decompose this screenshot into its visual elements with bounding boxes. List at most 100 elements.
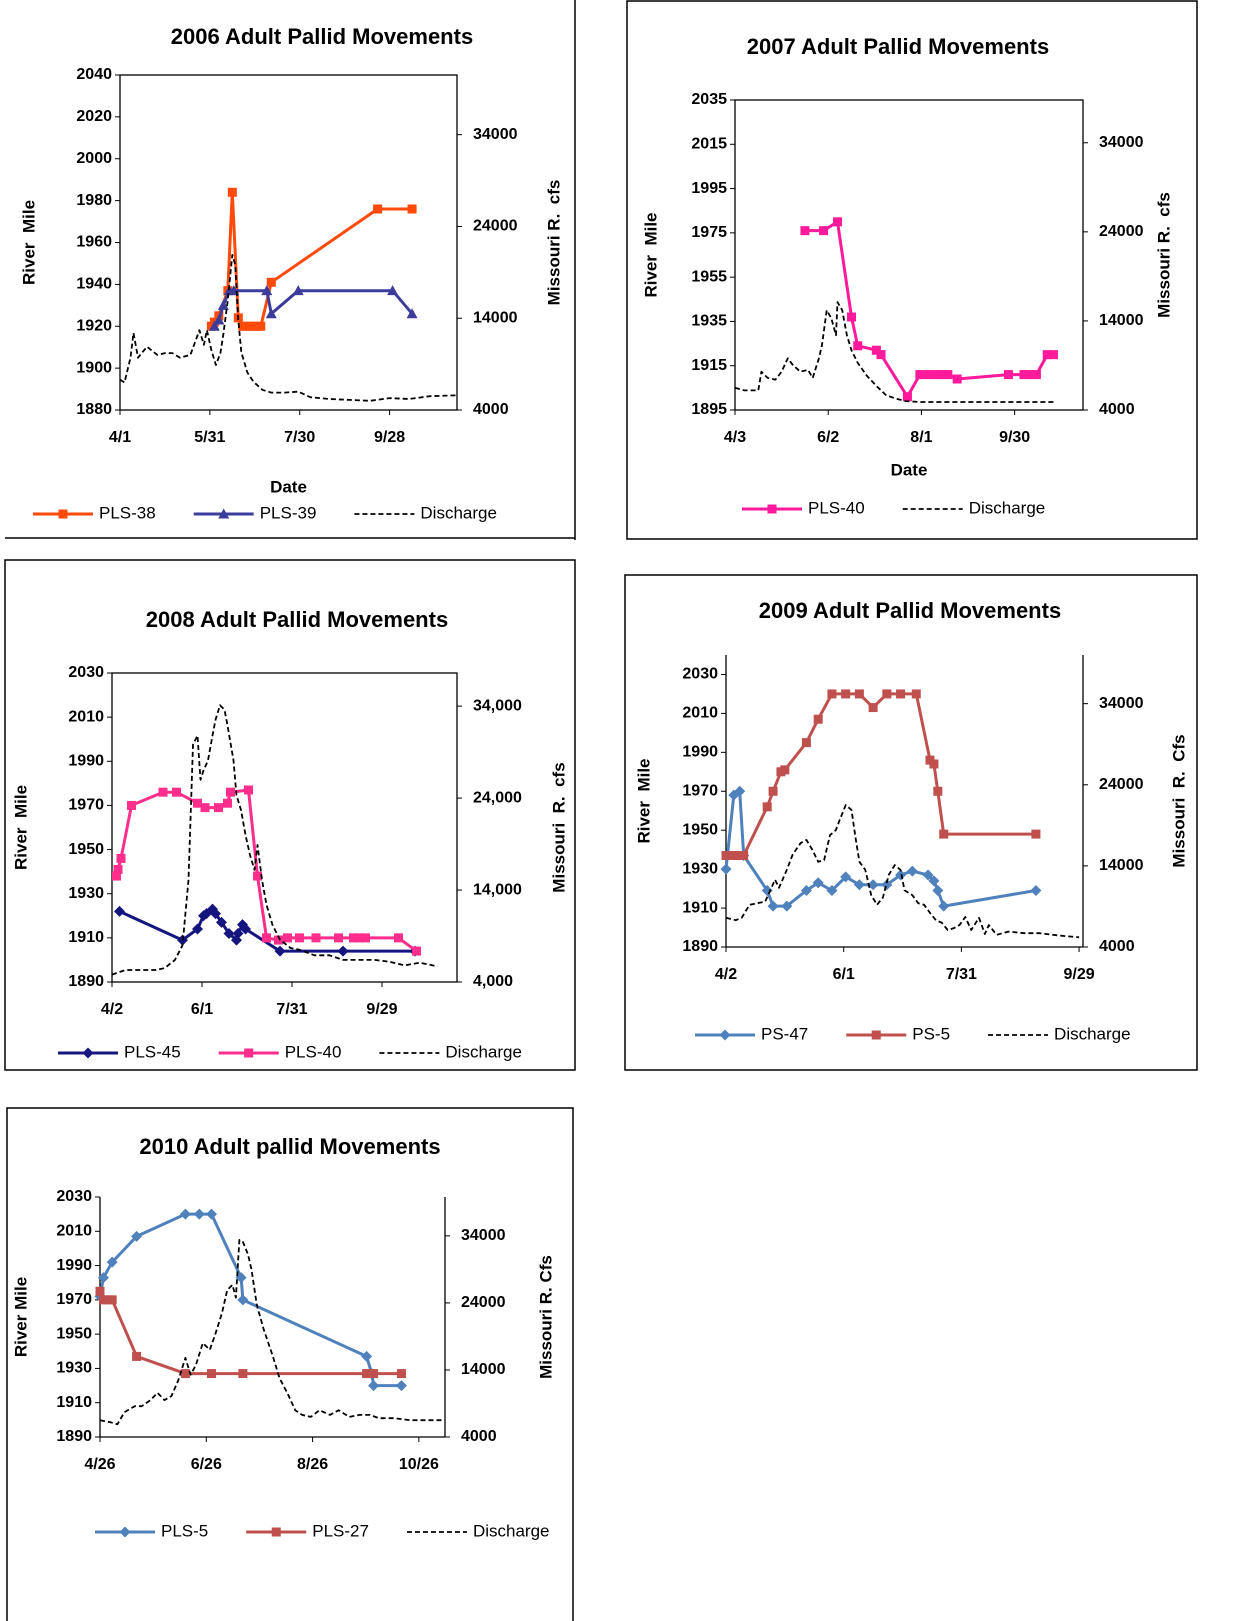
marker	[1024, 370, 1034, 380]
marker	[780, 765, 790, 775]
marker	[841, 689, 851, 699]
legend-marker	[871, 1030, 881, 1040]
y-tick-label: 2030	[56, 1188, 92, 1205]
y2-tick-label: 34000	[1099, 134, 1144, 151]
y2-tick-label: 4,000	[473, 973, 513, 990]
marker	[930, 370, 940, 380]
marker	[113, 864, 123, 874]
marker	[114, 905, 125, 917]
legend-label: PLS-5	[161, 1521, 208, 1540]
y-tick-label: 1980	[76, 192, 112, 209]
marker	[244, 785, 253, 795]
marker	[235, 1272, 247, 1284]
x-tick-label: 4/26	[84, 1456, 115, 1473]
y2-axis-label: Missouri R. Cfs	[1169, 734, 1188, 867]
y-tick-label: 1910	[56, 1394, 92, 1411]
marker	[915, 370, 925, 380]
marker	[206, 1208, 218, 1220]
marker	[192, 923, 203, 935]
marker	[929, 759, 939, 769]
marker	[733, 851, 743, 861]
marker	[853, 341, 863, 351]
marker	[412, 946, 421, 956]
marker	[265, 308, 277, 319]
y-tick-label: 1995	[691, 180, 727, 197]
y2-tick-label: 14,000	[473, 881, 522, 898]
marker	[311, 933, 321, 943]
marker	[734, 785, 746, 797]
y2-tick-label: 24000	[461, 1294, 506, 1311]
y2-tick-label: 4000	[1099, 401, 1135, 418]
y-tick-label: 2030	[68, 664, 104, 681]
panel-border	[4, 559, 576, 1071]
x-axis-label: Date	[270, 477, 307, 496]
marker	[337, 945, 349, 957]
marker	[922, 869, 934, 881]
marker	[1019, 370, 1029, 380]
marker	[223, 927, 235, 939]
marker	[767, 900, 779, 912]
marker	[237, 1294, 249, 1306]
marker	[127, 800, 136, 810]
marker	[107, 1295, 117, 1305]
marker	[394, 933, 403, 943]
legend-marker	[82, 1047, 94, 1059]
plot-frame	[119, 74, 458, 411]
series-line	[115, 788, 418, 953]
marker	[923, 370, 933, 380]
marker	[226, 787, 235, 797]
marker	[906, 865, 918, 877]
y2-axis-label: Missouri R. cfs	[549, 762, 568, 892]
y2-tick-label: 14000	[1099, 312, 1144, 329]
marker	[939, 829, 949, 839]
legend-label: PS-5	[912, 1024, 950, 1043]
marker	[180, 1369, 190, 1379]
marker	[762, 802, 772, 812]
marker	[854, 689, 864, 699]
marker	[210, 908, 221, 920]
marker	[827, 689, 837, 699]
y-tick-label: 1910	[68, 929, 104, 946]
x-tick-label: 7/30	[284, 429, 315, 446]
y2-axis-label: Missouri R. cfs	[544, 180, 563, 306]
legend-marker	[218, 508, 230, 519]
y-tick-label: 2010	[56, 1223, 92, 1240]
y-tick-label: 1970	[68, 797, 104, 814]
marker	[387, 285, 399, 296]
y2-tick-label: 14000	[473, 309, 518, 326]
marker	[369, 1369, 379, 1379]
marker	[952, 374, 962, 384]
legend-label: PLS-38	[99, 503, 156, 522]
marker	[853, 879, 865, 891]
legend-marker	[119, 1526, 131, 1538]
marker	[355, 933, 364, 943]
marker	[179, 1208, 191, 1220]
y-tick-label: 1890	[56, 1428, 92, 1445]
marker	[1048, 350, 1058, 360]
x-tick-label: 6/1	[191, 1001, 213, 1018]
marker	[881, 879, 893, 891]
marker	[266, 277, 276, 287]
marker	[395, 1380, 407, 1392]
marker	[896, 689, 906, 699]
marker	[406, 308, 418, 319]
x-tick-label: 4/2	[101, 1001, 123, 1018]
marker	[361, 1350, 373, 1362]
y-tick-label: 2040	[76, 66, 112, 83]
marker	[292, 285, 304, 296]
marker	[933, 786, 943, 796]
chart-title: 2010 Adult pallid Movements	[139, 1134, 440, 1159]
legend-label: PLS-39	[260, 503, 317, 522]
marker	[97, 1272, 109, 1284]
y2-tick-label: 24000	[1099, 776, 1144, 793]
x-tick-label: 9/29	[1064, 966, 1095, 983]
y-tick-label: 1935	[691, 313, 727, 330]
y2-tick-label: 24,000	[473, 789, 522, 806]
y-tick-label: 1990	[68, 753, 104, 770]
marker	[253, 871, 262, 881]
x-tick-label: 9/29	[366, 1001, 397, 1018]
marker	[116, 853, 126, 863]
x-tick-label: 9/30	[999, 429, 1030, 446]
y-tick-label: 1975	[691, 224, 727, 241]
